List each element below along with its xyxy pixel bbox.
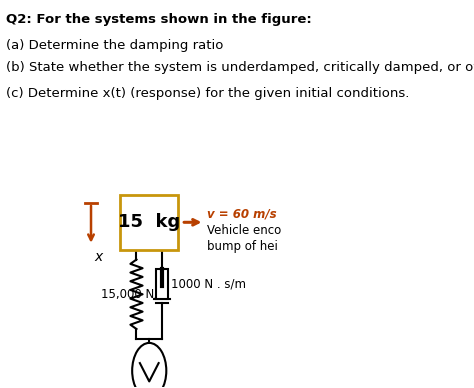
Text: (c) Determine x(t) (response) for the given initial conditions.: (c) Determine x(t) (response) for the gi… — [6, 87, 410, 100]
Bar — [120, 195, 178, 249]
Text: bump of hei: bump of hei — [207, 240, 278, 253]
Text: 15,000 N/m: 15,000 N/m — [101, 288, 170, 301]
Bar — [156, 269, 168, 299]
Text: (a) Determine the damping ratio: (a) Determine the damping ratio — [6, 39, 224, 52]
Circle shape — [132, 343, 166, 388]
Text: v = 60 m/s: v = 60 m/s — [207, 207, 276, 220]
Text: Q2: For the systems shown in the figure:: Q2: For the systems shown in the figure: — [6, 13, 312, 26]
Text: Vehicle enco: Vehicle enco — [207, 224, 281, 237]
Text: 15  kg: 15 kg — [118, 213, 181, 231]
Text: 1000 N . s/m: 1000 N . s/m — [171, 278, 246, 291]
Text: (b) State whether the system is underdamped, critically damped, or overdamped: (b) State whether the system is underdam… — [6, 61, 474, 74]
Text: x: x — [94, 249, 102, 263]
